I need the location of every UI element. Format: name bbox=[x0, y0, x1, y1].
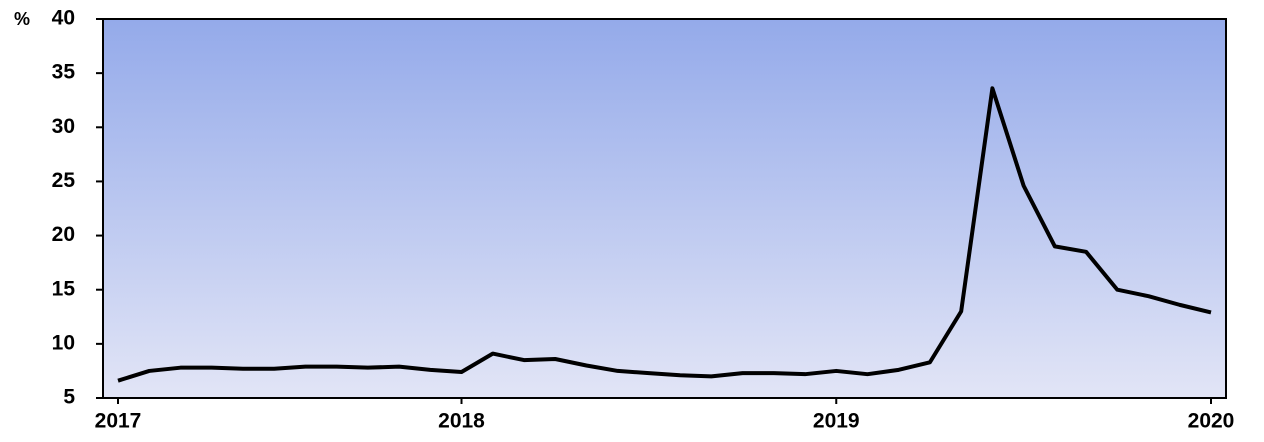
y-tick-label: 35 bbox=[52, 61, 76, 84]
y-tick-label: 10 bbox=[52, 331, 75, 354]
x-tick-label: 2019 bbox=[813, 410, 860, 433]
y-tick-label: 15 bbox=[52, 277, 76, 300]
y-unit: % bbox=[14, 9, 30, 29]
x-tick-label: 2020 bbox=[1188, 410, 1235, 433]
y-tick-label: 25 bbox=[52, 169, 76, 192]
y-tick-label: 30 bbox=[52, 115, 75, 138]
x-tick-label: 2018 bbox=[438, 410, 485, 433]
x-tick-label: 2017 bbox=[95, 410, 142, 433]
y-tick-label: 20 bbox=[52, 223, 75, 246]
plot-area bbox=[102, 18, 1227, 399]
y-tick-label: 40 bbox=[52, 7, 75, 30]
y-tick-label: 5 bbox=[63, 386, 75, 409]
line bbox=[117, 86, 1212, 383]
